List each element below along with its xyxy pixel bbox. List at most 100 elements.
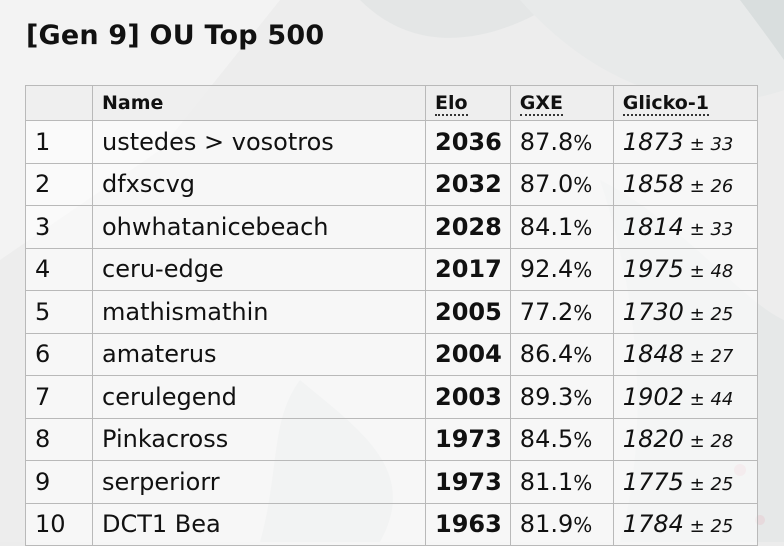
table-row: 6 amaterus 2004 86.4% 1848 ± 27 — [25, 332, 758, 376]
plus-minus-sign: ± — [689, 431, 705, 453]
gxe-unit: % — [573, 428, 593, 453]
table-row: 5 mathismathin 2005 77.2% 1730 ± 25 — [25, 290, 758, 334]
gxe-cell: 77.2% — [509, 290, 614, 334]
plus-minus-sign: ± — [689, 516, 705, 538]
glicko-rating: 1775 — [622, 467, 684, 496]
glicko-deviation: ± 33 — [684, 133, 734, 155]
table-row: 2 dfxscvg 2032 87.0% 1858 ± 26 — [25, 162, 758, 206]
gxe-value: 77.2 — [519, 297, 574, 326]
gxe-value: 81.9 — [519, 510, 574, 539]
player-name-link[interactable]: ohwhatanicebeach — [92, 205, 426, 249]
glicko-deviation: ± 25 — [684, 516, 734, 538]
player-name-link[interactable]: cerulegend — [92, 375, 426, 419]
player-name-link[interactable]: mathismathin — [92, 290, 426, 334]
plus-minus-sign: ± — [689, 261, 705, 283]
glicko-deviation: ± 48 — [684, 261, 734, 283]
gxe-unit: % — [573, 470, 593, 495]
column-header-gxe-label[interactable]: GXE — [519, 92, 564, 116]
elo-cell: 2004 — [425, 332, 511, 376]
deviation-value: 25 — [710, 303, 734, 325]
page-title: [Gen 9] OU Top 500 — [26, 20, 325, 51]
gxe-unit: % — [573, 258, 593, 283]
glicko-deviation: ± 44 — [684, 388, 734, 410]
rank-cell: 1 — [25, 120, 93, 164]
elo-cell: 2028 — [425, 205, 511, 249]
plus-minus-sign: ± — [689, 303, 705, 325]
deviation-value: 44 — [710, 388, 734, 410]
gxe-cell: 87.8% — [509, 120, 614, 164]
player-name-link[interactable]: DCT1 Bea — [92, 502, 426, 546]
gxe-value: 84.5 — [519, 425, 574, 454]
glicko-cell: 1730 ± 25 — [612, 290, 758, 334]
rank-cell: 2 — [25, 162, 93, 206]
rank-cell: 3 — [25, 205, 93, 249]
column-header-rank — [25, 85, 93, 121]
plus-minus-sign: ± — [689, 346, 705, 368]
gxe-value: 89.3 — [519, 382, 574, 411]
gxe-cell: 81.1% — [509, 460, 614, 504]
glicko-cell: 1902 ± 44 — [612, 375, 758, 419]
gxe-value: 84.1 — [519, 212, 574, 241]
table-row: 10 DCT1 Bea 1963 81.9% 1784 ± 25 — [25, 502, 758, 546]
column-header-gxe[interactable]: GXE — [509, 85, 614, 121]
deviation-value: 26 — [710, 176, 734, 198]
rank-cell: 7 — [25, 375, 93, 419]
glicko-cell: 1775 ± 25 — [612, 460, 758, 504]
glicko-rating: 1784 — [622, 510, 684, 539]
elo-cell: 2036 — [425, 120, 511, 164]
deviation-value: 33 — [710, 133, 734, 155]
rank-cell: 6 — [25, 332, 93, 376]
glicko-cell: 1848 ± 27 — [612, 332, 758, 376]
player-name-link[interactable]: amaterus — [92, 332, 426, 376]
deviation-value: 48 — [710, 261, 734, 283]
gxe-cell: 92.4% — [509, 247, 614, 291]
player-name-link[interactable]: ustedes > vosotros — [92, 120, 426, 164]
column-header-name: Name — [92, 85, 426, 121]
column-header-elo[interactable]: Elo — [425, 85, 511, 121]
glicko-rating: 1975 — [622, 255, 684, 284]
plus-minus-sign: ± — [689, 388, 705, 410]
glicko-rating: 1848 — [622, 340, 684, 369]
player-name-link[interactable]: Pinkacross — [92, 417, 426, 461]
elo-cell: 2032 — [425, 162, 511, 206]
glicko-deviation: ± 28 — [684, 431, 734, 453]
player-name-link[interactable]: ceru-edge — [92, 247, 426, 291]
gxe-unit: % — [573, 300, 593, 325]
rank-cell: 4 — [25, 247, 93, 291]
glicko-rating: 1814 — [622, 212, 684, 241]
player-name-link[interactable]: serperiorr — [92, 460, 426, 504]
glicko-cell: 1814 ± 33 — [612, 205, 758, 249]
table-row: 4 ceru-edge 2017 92.4% 1975 ± 48 — [25, 247, 758, 291]
player-name-link[interactable]: dfxscvg — [92, 162, 426, 206]
glicko-cell: 1975 ± 48 — [612, 247, 758, 291]
table-row: 8 Pinkacross 1973 84.5% 1820 ± 28 — [25, 417, 758, 461]
plus-minus-sign: ± — [689, 133, 705, 155]
table-row: 9 serperiorr 1973 81.1% 1775 ± 25 — [25, 460, 758, 504]
glicko-deviation: ± 25 — [684, 303, 734, 325]
gxe-value: 92.4 — [519, 255, 574, 284]
deviation-value: 25 — [710, 473, 734, 495]
column-header-elo-label[interactable]: Elo — [435, 92, 468, 116]
elo-cell: 2017 — [425, 247, 511, 291]
gxe-cell: 87.0% — [509, 162, 614, 206]
gxe-value: 81.1 — [519, 467, 574, 496]
table-row: 3 ohwhatanicebeach 2028 84.1% 1814 ± 33 — [25, 205, 758, 249]
elo-cell: 1963 — [425, 502, 511, 546]
column-header-glicko[interactable]: Glicko-1 — [612, 85, 758, 121]
deviation-value: 33 — [710, 218, 734, 240]
plus-minus-sign: ± — [689, 473, 705, 495]
column-header-glicko-label[interactable]: Glicko-1 — [622, 92, 709, 116]
plus-minus-sign: ± — [689, 176, 705, 198]
gxe-cell: 89.3% — [509, 375, 614, 419]
elo-cell: 2003 — [425, 375, 511, 419]
glicko-cell: 1873 ± 33 — [612, 120, 758, 164]
gxe-cell: 86.4% — [509, 332, 614, 376]
glicko-rating: 1902 — [622, 382, 684, 411]
glicko-rating: 1820 — [622, 425, 684, 454]
deviation-value: 25 — [710, 516, 734, 538]
glicko-deviation: ± 26 — [684, 176, 734, 198]
deviation-value: 27 — [710, 346, 734, 368]
gxe-unit: % — [573, 130, 593, 155]
ladder-table: Name Elo GXE Glicko-1 1 ustedes > vosotro… — [25, 85, 758, 546]
glicko-cell: 1784 ± 25 — [612, 502, 758, 546]
